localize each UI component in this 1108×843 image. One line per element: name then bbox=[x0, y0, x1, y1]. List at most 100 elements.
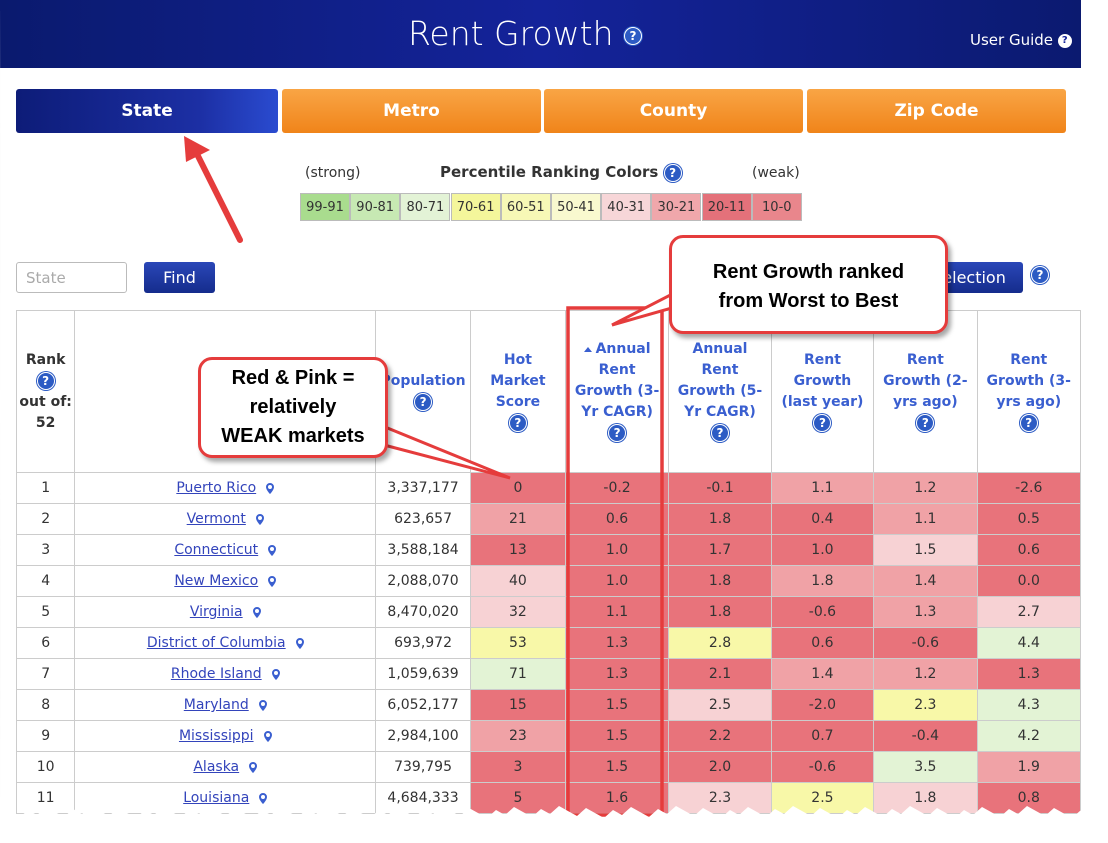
row: 2 Vermont 623,657 21 0.6 1.8 0.4 1.1 0.5 bbox=[15, 503, 1081, 535]
map-pin[interactable] bbox=[252, 606, 261, 618]
rank-label: Rank bbox=[25, 351, 66, 368]
population: 623,657 bbox=[375, 503, 471, 535]
callout: Red & Pink = relatively WEAK markets bbox=[198, 357, 388, 458]
market-link[interactable]: Puerto Rico bbox=[176, 480, 257, 496]
population: 2,984,100 bbox=[375, 720, 471, 752]
market-link[interactable]: Connecticut bbox=[174, 542, 259, 558]
legend-box: 90-81 bbox=[350, 193, 401, 221]
map-pin[interactable] bbox=[268, 575, 277, 587]
help-icon[interactable]: ? bbox=[1057, 33, 1072, 48]
value-cell: -2.6 bbox=[976, 472, 1081, 504]
tab[interactable]: Zip Code bbox=[807, 89, 1066, 133]
value-cell: 2.5 bbox=[668, 689, 772, 721]
market-link[interactable]: Rhode Island bbox=[170, 666, 262, 682]
help-icon[interactable]: ? bbox=[813, 413, 832, 432]
legend-box: 70-61 bbox=[450, 193, 501, 221]
user-guide-text[interactable]: User Guide bbox=[970, 31, 1054, 49]
row: 11 Louisiana 4,684,333 5 1.6 2.3 2.5 1.8 0.8 bbox=[15, 782, 1081, 814]
population: 3,588,184 bbox=[375, 534, 471, 566]
value-cell: 1.6 bbox=[564, 782, 670, 814]
value-cell: 4.4 bbox=[976, 627, 1081, 659]
value-cell: 1.3 bbox=[873, 596, 978, 628]
map-pin[interactable] bbox=[258, 699, 267, 711]
population: 8,470,020 bbox=[375, 596, 471, 628]
search-input[interactable]: State bbox=[16, 262, 127, 293]
market-link[interactable]: Vermont bbox=[186, 511, 246, 527]
map-pin[interactable] bbox=[255, 513, 264, 525]
legend-box: 30-21 bbox=[651, 193, 702, 221]
column-header[interactable]: Rent Growth (2-yrs ago)? bbox=[873, 310, 978, 473]
callout: Rent Growth ranked from Worst to Best bbox=[669, 235, 948, 334]
help-icon[interactable]: ? bbox=[1031, 266, 1049, 284]
callout-line: WEAK markets bbox=[221, 425, 365, 447]
find-button[interactable]: Find bbox=[144, 262, 215, 293]
value-cell: 1.0 bbox=[564, 534, 670, 566]
column-header[interactable]: Hot Market Score? bbox=[469, 310, 566, 473]
arrow-head bbox=[184, 136, 210, 162]
header bbox=[0, 0, 1081, 68]
map-pin[interactable] bbox=[266, 482, 275, 494]
value-cell: -0.4 bbox=[873, 720, 978, 752]
value-cell: 3 bbox=[469, 751, 566, 783]
value-cell: 40 bbox=[469, 565, 566, 597]
tab[interactable]: State bbox=[16, 89, 278, 133]
help-icon[interactable]: ? bbox=[1019, 413, 1038, 432]
value-cell: 2.2 bbox=[668, 720, 772, 752]
callout-pointer bbox=[377, 422, 511, 480]
help-icon[interactable]: ? bbox=[663, 163, 682, 182]
tab[interactable]: County bbox=[544, 89, 803, 133]
market-link[interactable]: Alaska bbox=[193, 759, 240, 775]
callout-line: relatively bbox=[249, 396, 337, 418]
market: Virginia bbox=[74, 596, 377, 628]
value-cell: -0.1 bbox=[668, 472, 772, 504]
map-pin[interactable] bbox=[271, 668, 280, 680]
value-cell: 1.4 bbox=[770, 658, 875, 690]
rank: 7 bbox=[15, 658, 76, 690]
market-link[interactable]: New Mexico bbox=[174, 573, 259, 589]
market-link[interactable]: Virginia bbox=[189, 604, 243, 620]
help-icon[interactable]: ? bbox=[624, 26, 643, 45]
value-cell: 15 bbox=[469, 689, 566, 721]
tab[interactable]: Metro bbox=[282, 89, 541, 133]
map-pin[interactable] bbox=[249, 761, 258, 773]
value-cell: 2.3 bbox=[668, 782, 772, 814]
value-cell: 1.3 bbox=[564, 627, 670, 659]
map-pin[interactable] bbox=[268, 544, 277, 556]
map-pin[interactable] bbox=[259, 792, 268, 804]
value-cell: 0.6 bbox=[564, 503, 670, 535]
market-link[interactable]: District of Columbia bbox=[146, 635, 286, 651]
column-header[interactable]: Annual Rent Growth (3-Yr CAGR)? bbox=[564, 310, 670, 473]
value-cell: 5 bbox=[469, 782, 566, 814]
help-icon[interactable]: ? bbox=[916, 413, 935, 432]
help-icon[interactable]: ? bbox=[414, 392, 433, 411]
legend-box: 80-71 bbox=[400, 193, 451, 221]
column-label: Annual Rent Growth (3-Yr CAGR) bbox=[574, 341, 660, 420]
map-pin[interactable] bbox=[295, 637, 304, 649]
help-icon[interactable]: ? bbox=[36, 371, 55, 390]
market-link[interactable]: Louisiana bbox=[183, 790, 250, 806]
value-cell: 3.5 bbox=[873, 751, 978, 783]
market-link[interactable]: Mississippi bbox=[178, 728, 254, 744]
value-cell: 53 bbox=[469, 627, 566, 659]
callout-line: Red & Pink = bbox=[231, 367, 355, 389]
column-header[interactable]: Rent Growth (last year)? bbox=[770, 310, 875, 473]
value-cell: 2.5 bbox=[770, 782, 875, 814]
column-header[interactable]: Rent Growth (3-yrs ago)? bbox=[976, 310, 1081, 473]
legend-box: 60-51 bbox=[500, 193, 551, 221]
rank-out-of: out of: bbox=[19, 393, 72, 410]
legend-box: 40-31 bbox=[601, 193, 652, 221]
value-cell: 71 bbox=[469, 658, 566, 690]
help-icon[interactable]: ? bbox=[608, 424, 627, 442]
rank: 2 bbox=[15, 503, 76, 535]
column-label: Rent Growth (2-yrs ago) bbox=[883, 351, 968, 410]
help-icon[interactable]: ? bbox=[508, 413, 527, 432]
row: 6 District of Columbia 693,972 53 1.3 2.8 0.6-… bbox=[15, 627, 1081, 659]
arrow bbox=[193, 149, 243, 243]
column-label: Annual Rent Growth (5-Yr CAGR) bbox=[677, 341, 763, 420]
user-guide[interactable]: User Guide ? bbox=[970, 31, 1072, 49]
value-cell: 0 bbox=[469, 472, 566, 504]
help-icon[interactable]: ? bbox=[710, 424, 729, 442]
map-pin[interactable] bbox=[263, 730, 272, 742]
market-link[interactable]: Maryland bbox=[183, 697, 249, 713]
column-header[interactable]: Annual Rent Growth (5-Yr CAGR)? bbox=[668, 310, 772, 473]
